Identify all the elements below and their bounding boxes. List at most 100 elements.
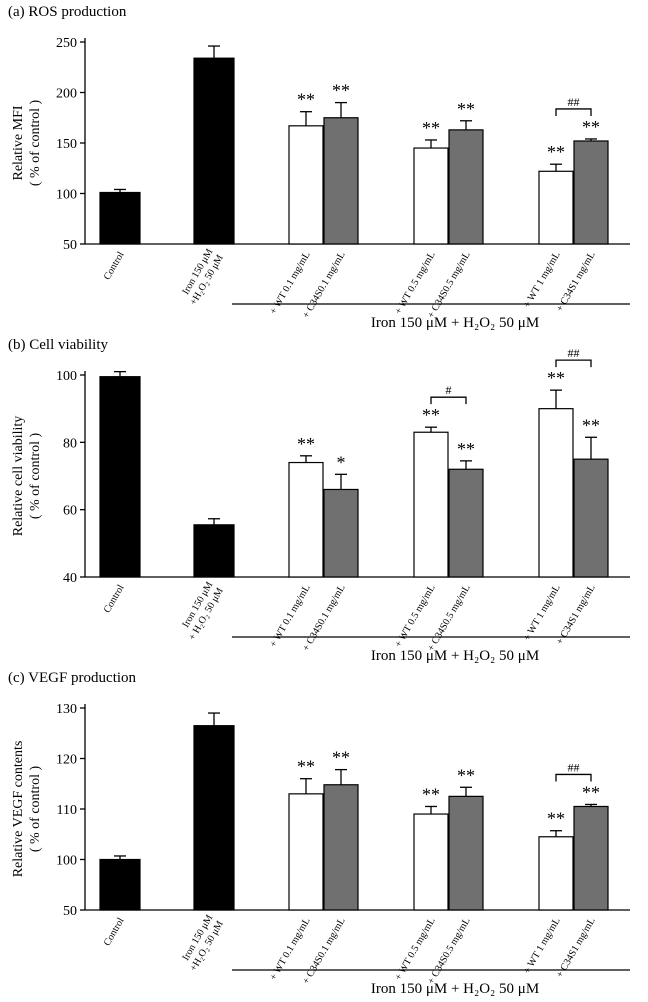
y-axis-label-line: Relative cell viability <box>11 416 26 537</box>
bar <box>448 129 484 245</box>
error-bar <box>114 370 126 377</box>
significance-mark: ** <box>422 118 440 138</box>
y-tick-label: 50 <box>63 238 77 253</box>
group-label: Iron 150 μM + H₂O₂ 50 μM <box>371 981 539 997</box>
error-bar <box>425 139 437 149</box>
error-bar <box>585 436 597 460</box>
comparison-bracket <box>555 773 592 782</box>
error-bar <box>114 855 126 860</box>
bar <box>288 793 324 911</box>
error-bar <box>460 786 472 797</box>
bar <box>193 57 235 245</box>
significance-mark: ** <box>332 748 350 768</box>
error-bar <box>335 473 347 490</box>
y-axis-label: Relative cell viability( % of control ) <box>11 416 43 537</box>
error-bar <box>460 460 472 470</box>
y-tick-label: 80 <box>63 436 77 451</box>
error-bar <box>114 188 126 193</box>
y-axis-label-line: Relative VEGF contents <box>11 741 26 878</box>
panel-title: (c) VEGF production <box>8 670 137 686</box>
significance-mark: ** <box>582 117 600 137</box>
y-tick-label: 50 <box>63 904 77 919</box>
bar <box>288 461 324 578</box>
significance-mark: ** <box>297 757 315 777</box>
bar <box>413 431 449 578</box>
x-tick-label: + WT 1 mg/mL <box>522 250 563 310</box>
error-bar <box>585 138 597 141</box>
comparison-bracket <box>555 108 592 116</box>
group-label: Iron 150 μM + H₂O₂ 50 μM <box>371 648 539 664</box>
significance-mark: ** <box>422 405 440 425</box>
bar <box>323 784 359 911</box>
significance-mark: ** <box>297 90 315 110</box>
bar <box>288 125 324 245</box>
bar <box>573 140 609 245</box>
y-axis-label-line: ( % of control ) <box>28 433 43 520</box>
comparison-bracket <box>430 396 467 405</box>
y-axis-label: Relative MFI( % of control ) <box>11 100 43 187</box>
error-bar <box>300 111 312 126</box>
significance-mark: ** <box>547 809 565 829</box>
bar <box>99 191 141 245</box>
error-bar <box>425 805 437 815</box>
group-label: Iron 150 μM + H₂O₂ 50 μM <box>371 315 539 331</box>
y-tick-label: 110 <box>57 803 77 818</box>
bar <box>323 117 359 245</box>
comparison-label: # <box>446 383 452 397</box>
y-axis-label-line: ( % of control ) <box>28 766 43 853</box>
bar <box>323 488 359 578</box>
error-bar <box>585 803 597 807</box>
error-bar <box>208 45 220 59</box>
significance-mark: ** <box>582 782 600 802</box>
y-tick-label: 100 <box>56 854 77 869</box>
bar <box>448 795 484 911</box>
bar <box>538 836 574 911</box>
y-tick-label: 150 <box>56 137 77 152</box>
significance-mark: ** <box>457 765 475 785</box>
y-axis-label: Relative VEGF contents( % of control ) <box>11 741 43 878</box>
y-tick-label: 200 <box>56 87 77 102</box>
error-bar <box>208 712 220 726</box>
panel-title: (b) Cell viability <box>8 337 108 353</box>
error-bar <box>550 830 562 837</box>
y-axis-label-line: ( % of control ) <box>28 100 43 187</box>
bar <box>538 170 574 245</box>
x-tick-label: Control <box>102 250 127 282</box>
significance-mark: ** <box>547 142 565 162</box>
comparison-bracket <box>555 359 592 368</box>
comparison-label: ## <box>568 346 580 360</box>
error-bar <box>425 426 437 433</box>
bar <box>448 468 484 578</box>
x-tick-label: Control <box>102 916 127 948</box>
comparison-label: ## <box>568 95 580 109</box>
significance-mark: ** <box>582 415 600 435</box>
significance-mark: ** <box>332 81 350 101</box>
bar <box>413 813 449 911</box>
x-tick-label: Iron 150 μM+H₂O₂ 50 μM <box>178 247 226 307</box>
bar <box>99 858 141 911</box>
bar <box>99 376 141 578</box>
x-tick-label: Iron 150 μM+H₂O₂ 50 μM <box>178 913 226 973</box>
x-tick-label: + WT 1 mg/mL <box>522 916 563 976</box>
bar <box>538 408 574 578</box>
significance-mark: ** <box>457 439 475 459</box>
y-tick-label: 40 <box>63 571 77 586</box>
significance-mark: ** <box>457 99 475 119</box>
y-tick-label: 250 <box>56 36 77 51</box>
y-tick-label: 100 <box>56 369 77 384</box>
significance-mark: ** <box>547 368 565 388</box>
bar <box>573 458 609 578</box>
error-bar <box>300 455 312 463</box>
panel-title: (a) ROS production <box>8 4 127 20</box>
bar <box>413 147 449 245</box>
x-tick-label: Iron 150 μM+ H₂O₂ 50 μM <box>176 580 225 643</box>
error-bar <box>335 101 347 118</box>
y-tick-label: 120 <box>56 753 77 768</box>
error-bar <box>300 778 312 794</box>
x-tick-label: Control <box>102 583 127 615</box>
y-tick-label: 100 <box>56 188 77 203</box>
bar <box>193 725 235 911</box>
error-bar <box>550 389 562 409</box>
error-bar <box>460 120 472 130</box>
